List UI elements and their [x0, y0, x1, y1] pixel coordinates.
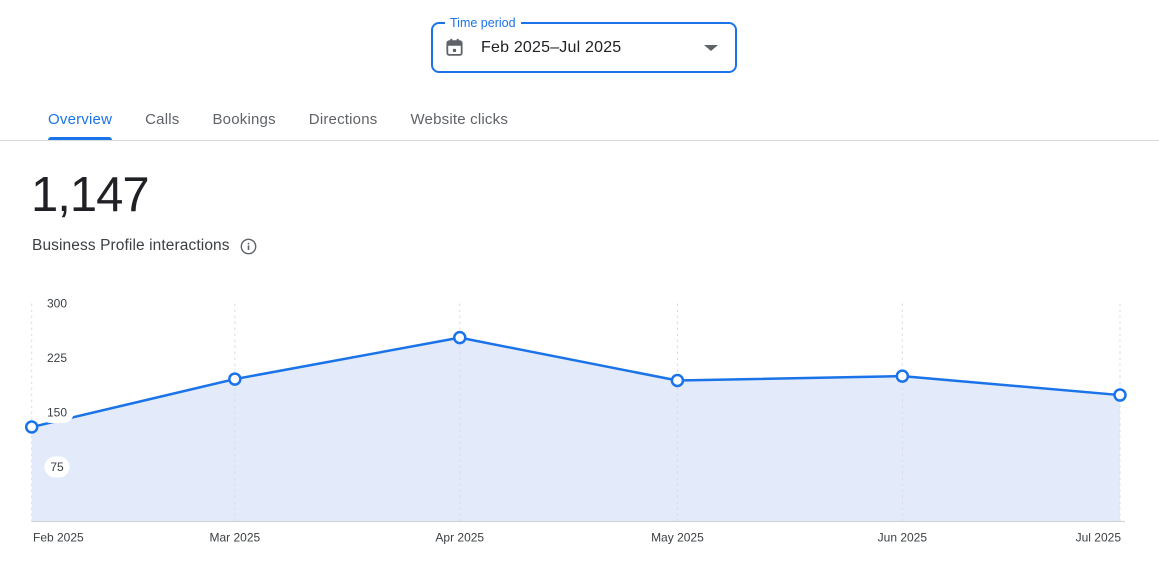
interactions-chart: 75 150 225 300 Feb 2025 Mar 2025 Apr 2025 May 2… — [0, 288, 1159, 558]
tab-calls-label: Calls — [145, 111, 180, 128]
tab-bookings[interactable]: Bookings — [212, 100, 275, 140]
x-axis-label: Apr 2025 — [435, 531, 484, 545]
chart-point[interactable] — [453, 330, 467, 345]
tab-bar: Overview Calls Bookings Directions Websi… — [48, 100, 508, 140]
tab-overview-label: Overview — [48, 111, 113, 128]
tab-overview[interactable]: Overview — [48, 100, 113, 140]
x-axis-label: May 2025 — [651, 531, 704, 545]
time-period-selector[interactable]: Time period Feb 2025–Jul 2025 — [431, 15, 737, 73]
x-axis-label: Jul 2025 — [1076, 531, 1122, 545]
chart-area-fill — [31, 337, 1121, 522]
x-axis-label: Mar 2025 — [209, 531, 260, 545]
time-period-label: Time period — [445, 15, 521, 31]
y-tick-pill — [44, 456, 70, 478]
tab-website-clicks-label: Website clicks — [410, 111, 509, 128]
tab-website-clicks[interactable]: Website clicks — [410, 100, 508, 140]
chart-point[interactable] — [895, 369, 910, 383]
y-tick-label: 75 — [50, 460, 64, 474]
x-axis-label: Feb 2025 — [33, 531, 84, 545]
y-tick-pill — [40, 347, 74, 369]
metric-label-row: Business Profile interactions — [32, 237, 257, 255]
metric-label: Business Profile interactions — [32, 237, 230, 254]
chart-line — [30, 336, 1122, 429]
tab-directions-label: Directions — [308, 111, 378, 128]
y-tick-pill — [40, 293, 74, 314]
dropdown-caret-icon — [704, 44, 718, 51]
info-icon[interactable] — [240, 238, 257, 255]
y-tick-label: 300 — [47, 297, 67, 311]
tab-calls[interactable]: Calls — [145, 100, 179, 140]
chart-point[interactable] — [670, 373, 685, 388]
y-tick-label: 150 — [47, 406, 67, 420]
calendar-icon — [445, 38, 464, 57]
time-period-value: Feb 2025–Jul 2025 — [481, 38, 622, 56]
tab-bookings-label: Bookings — [212, 111, 276, 128]
tab-directions[interactable]: Directions — [309, 100, 378, 140]
y-tick-label: 225 — [47, 351, 67, 365]
interactions-chart-svg: 75 150 225 300 Feb 2025 Mar 2025 Apr 2025 May 2… — [24, 293, 1127, 545]
y-tick-pill — [40, 402, 74, 423]
tab-bar-divider — [0, 140, 1159, 141]
chart-point[interactable] — [228, 372, 242, 386]
chart-point[interactable] — [24, 420, 39, 434]
chart-point[interactable] — [1113, 388, 1127, 402]
x-axis-label: Jun 2025 — [878, 531, 928, 545]
metric-value: 1,147 — [31, 168, 150, 222]
